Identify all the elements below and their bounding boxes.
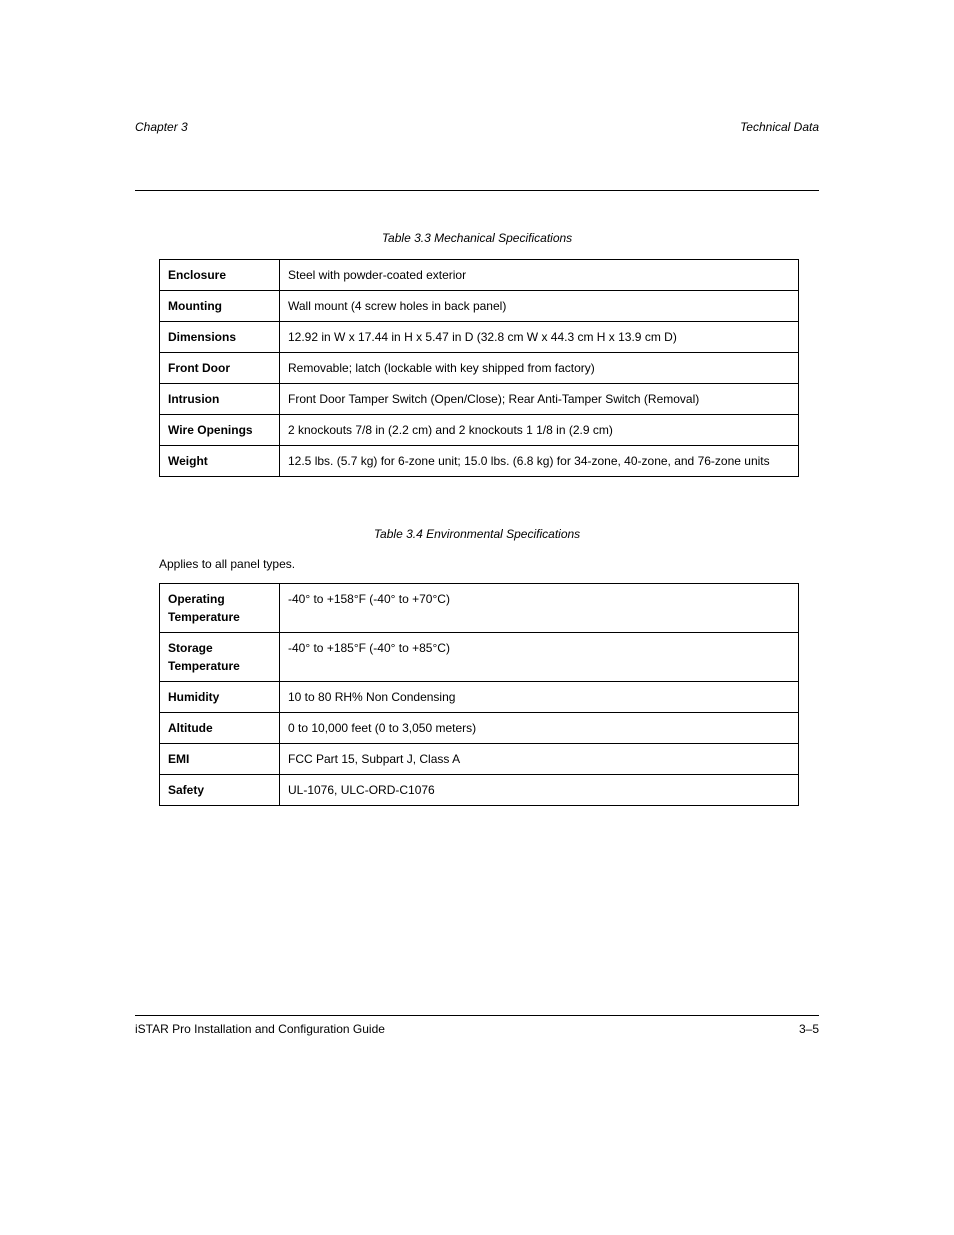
footer-rule [135, 1015, 819, 1016]
table-row: Wire Openings 2 knockouts 7/8 in (2.2 cm… [160, 415, 799, 446]
spec-label: Humidity [160, 682, 280, 713]
spec-label: Front Door [160, 353, 280, 384]
spec-value: Front Door Tamper Switch (Open/Close); R… [280, 384, 799, 415]
spec-label: Wire Openings [160, 415, 280, 446]
table-row: Enclosure Steel with powder-coated exter… [160, 260, 799, 291]
environmental-spec-table: Operating Temperature -40° to +158°F (-4… [159, 583, 799, 806]
mechanical-spec-table: Enclosure Steel with powder-coated exter… [159, 259, 799, 477]
chapter-header: Chapter 3 Technical Data [135, 120, 819, 134]
spec-label: Intrusion [160, 384, 280, 415]
spec-label: Mounting [160, 291, 280, 322]
spec-value: Removable; latch (lockable with key ship… [280, 353, 799, 384]
table-caption-1: Table 3.3 Mechanical Specifications [135, 231, 819, 245]
spec-value: 0 to 10,000 feet (0 to 3,050 meters) [280, 713, 799, 744]
spec-value: Wall mount (4 screw holes in back panel) [280, 291, 799, 322]
spec-label: EMI [160, 744, 280, 775]
spec-value: 2 knockouts 7/8 in (2.2 cm) and 2 knocko… [280, 415, 799, 446]
table-note: Applies to all panel types. [159, 555, 799, 573]
spec-value: 12.92 in W x 17.44 in H x 5.47 in D (32.… [280, 322, 799, 353]
spec-value: Steel with powder-coated exterior [280, 260, 799, 291]
table-row: Front Door Removable; latch (lockable wi… [160, 353, 799, 384]
spec-label: Operating Temperature [160, 584, 280, 633]
header-rule [135, 190, 819, 191]
spec-value: -40° to +158°F (-40° to +70°C) [280, 584, 799, 633]
spec-label: Enclosure [160, 260, 280, 291]
table-row: Mounting Wall mount (4 screw holes in ba… [160, 291, 799, 322]
table-caption-2: Table 3.4 Environmental Specifications [135, 527, 819, 541]
spec-value: 10 to 80 RH% Non Condensing [280, 682, 799, 713]
spec-label: Storage Temperature [160, 633, 280, 682]
footer-bar: iSTAR Pro Installation and Configuration… [135, 1022, 819, 1036]
table-row: EMI FCC Part 15, Subpart J, Class A [160, 744, 799, 775]
spec-label: Weight [160, 446, 280, 477]
spec-value: -40° to +185°F (-40° to +85°C) [280, 633, 799, 682]
table-row: Safety UL-1076, ULC-ORD-C1076 [160, 775, 799, 806]
spec-value: UL-1076, ULC-ORD-C1076 [280, 775, 799, 806]
header-right: Technical Data [740, 120, 819, 134]
spec-value: FCC Part 15, Subpart J, Class A [280, 744, 799, 775]
table-row: Intrusion Front Door Tamper Switch (Open… [160, 384, 799, 415]
spec-label: Safety [160, 775, 280, 806]
page-content: Chapter 3 Technical Data Table 3.3 Mecha… [0, 0, 954, 806]
table-row: Operating Temperature -40° to +158°F (-4… [160, 584, 799, 633]
spec-value: 12.5 lbs. (5.7 kg) for 6-zone unit; 15.0… [280, 446, 799, 477]
spec-label: Dimensions [160, 322, 280, 353]
table-row: Storage Temperature -40° to +185°F (-40°… [160, 633, 799, 682]
table-row: Altitude 0 to 10,000 feet (0 to 3,050 me… [160, 713, 799, 744]
table-row: Humidity 10 to 80 RH% Non Condensing [160, 682, 799, 713]
spec-label: Altitude [160, 713, 280, 744]
page-footer: iSTAR Pro Installation and Configuration… [135, 1015, 819, 1036]
footer-left: iSTAR Pro Installation and Configuration… [135, 1022, 385, 1036]
table-row: Weight 12.5 lbs. (5.7 kg) for 6-zone uni… [160, 446, 799, 477]
footer-right: 3–5 [799, 1022, 819, 1036]
header-left: Chapter 3 [135, 120, 188, 134]
table-row: Dimensions 12.92 in W x 17.44 in H x 5.4… [160, 322, 799, 353]
